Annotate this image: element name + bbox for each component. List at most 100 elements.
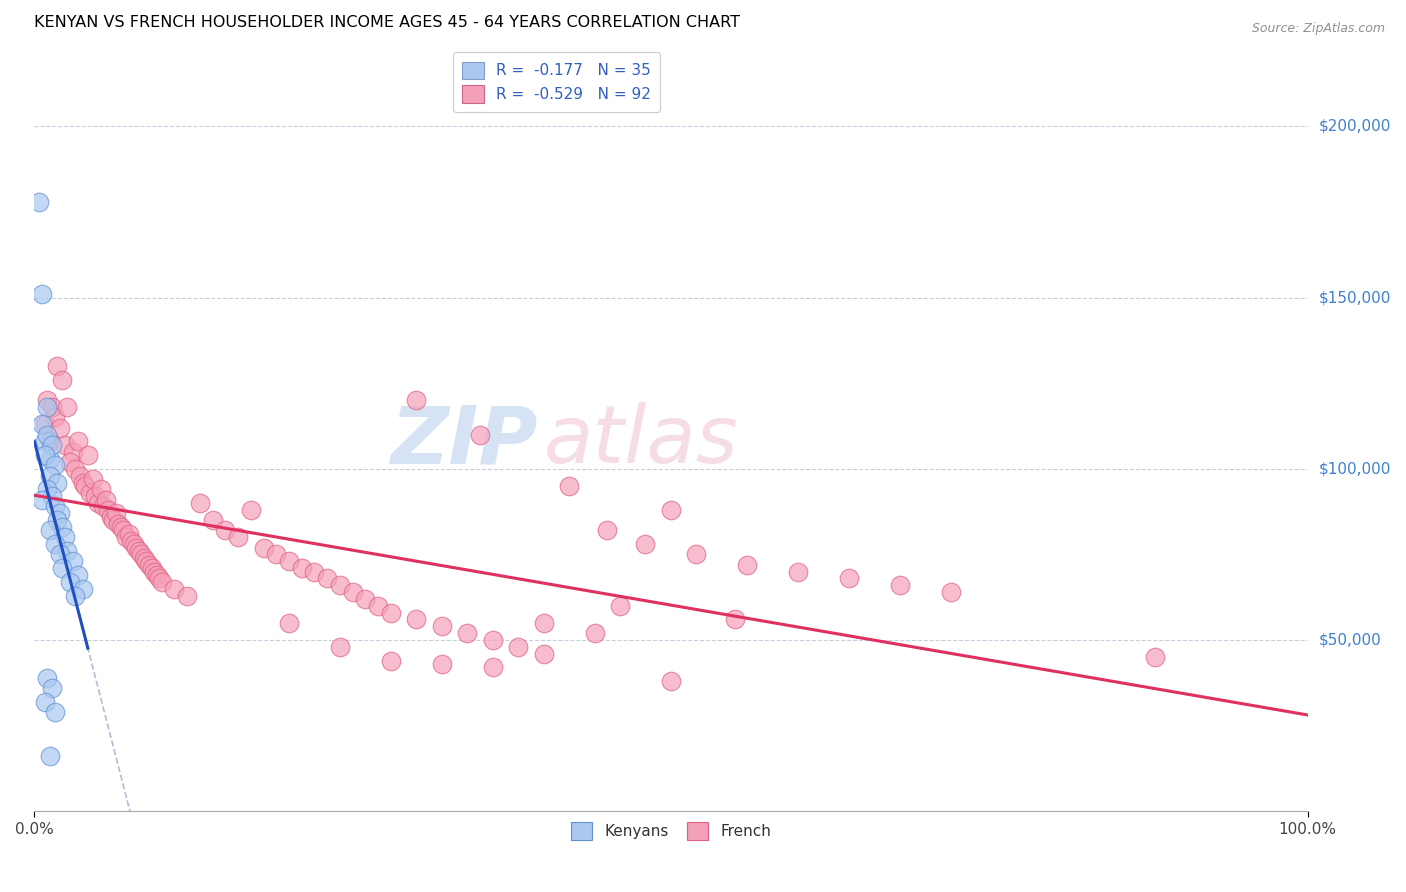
Point — [214, 524, 236, 538]
Point — [163, 582, 186, 596]
Point — [51, 373, 73, 387]
Point — [44, 410, 66, 425]
Text: atlas: atlas — [544, 402, 738, 481]
Point — [37, 401, 59, 415]
Point — [87, 496, 110, 510]
Point — [659, 503, 682, 517]
Text: $150,000: $150,000 — [1319, 290, 1391, 305]
Point — [34, 448, 56, 462]
Point — [128, 544, 150, 558]
Point — [583, 626, 606, 640]
Point — [41, 438, 63, 452]
Point — [609, 599, 631, 613]
Legend: Kenyans, French: Kenyans, French — [564, 816, 778, 846]
Point — [28, 194, 51, 209]
Point — [659, 674, 682, 689]
Point — [430, 657, 453, 671]
Point — [53, 530, 76, 544]
Point — [76, 448, 98, 462]
Point — [31, 492, 53, 507]
Point — [38, 451, 60, 466]
Point — [787, 565, 810, 579]
Point — [117, 527, 139, 541]
Point — [329, 640, 352, 654]
Point — [120, 533, 142, 548]
Point — [596, 524, 619, 538]
Point — [90, 483, 112, 497]
Point — [91, 500, 114, 514]
Point — [468, 427, 491, 442]
Point — [201, 513, 224, 527]
Point — [737, 558, 759, 572]
Text: ZIP: ZIP — [389, 402, 537, 481]
Point — [634, 537, 657, 551]
Point — [44, 500, 66, 514]
Point — [37, 427, 59, 442]
Point — [148, 571, 170, 585]
Point — [188, 496, 211, 510]
Point — [131, 548, 153, 562]
Point — [79, 485, 101, 500]
Point — [41, 401, 63, 415]
Point — [75, 479, 97, 493]
Point — [44, 458, 66, 473]
Point — [481, 660, 503, 674]
Point — [49, 506, 72, 520]
Point — [239, 503, 262, 517]
Point — [278, 554, 301, 568]
Point — [31, 287, 53, 301]
Point — [34, 434, 56, 449]
Point — [342, 585, 364, 599]
Point — [94, 492, 117, 507]
Point — [49, 548, 72, 562]
Point — [132, 550, 155, 565]
Point — [63, 589, 86, 603]
Point — [59, 574, 82, 589]
Point — [51, 520, 73, 534]
Point — [150, 574, 173, 589]
Text: KENYAN VS FRENCH HOUSEHOLDER INCOME AGES 45 - 64 YEARS CORRELATION CHART: KENYAN VS FRENCH HOUSEHOLDER INCOME AGES… — [34, 15, 741, 30]
Point — [37, 671, 59, 685]
Point — [838, 571, 860, 585]
Point — [226, 530, 249, 544]
Point — [34, 417, 56, 432]
Point — [112, 524, 135, 538]
Point — [354, 591, 377, 606]
Point — [685, 548, 707, 562]
Point — [405, 393, 427, 408]
Point — [37, 393, 59, 408]
Point — [72, 582, 94, 596]
Point — [125, 541, 148, 555]
Point — [104, 506, 127, 520]
Point — [103, 513, 125, 527]
Point — [135, 554, 157, 568]
Text: $100,000: $100,000 — [1319, 461, 1391, 476]
Point — [62, 444, 84, 458]
Point — [38, 524, 60, 538]
Point — [44, 537, 66, 551]
Point — [143, 565, 166, 579]
Point — [63, 462, 86, 476]
Point — [38, 434, 60, 449]
Point — [62, 554, 84, 568]
Point — [56, 544, 79, 558]
Point — [115, 530, 138, 544]
Point — [558, 479, 581, 493]
Point — [34, 695, 56, 709]
Point — [38, 468, 60, 483]
Point — [138, 558, 160, 572]
Point — [56, 401, 79, 415]
Point — [889, 578, 911, 592]
Point — [278, 615, 301, 630]
Point — [430, 619, 453, 633]
Point — [110, 520, 132, 534]
Point — [59, 455, 82, 469]
Point — [291, 561, 314, 575]
Point — [508, 640, 530, 654]
Point — [97, 503, 120, 517]
Point — [533, 615, 555, 630]
Point — [107, 516, 129, 531]
Point — [31, 417, 53, 432]
Point — [405, 612, 427, 626]
Point — [46, 359, 69, 373]
